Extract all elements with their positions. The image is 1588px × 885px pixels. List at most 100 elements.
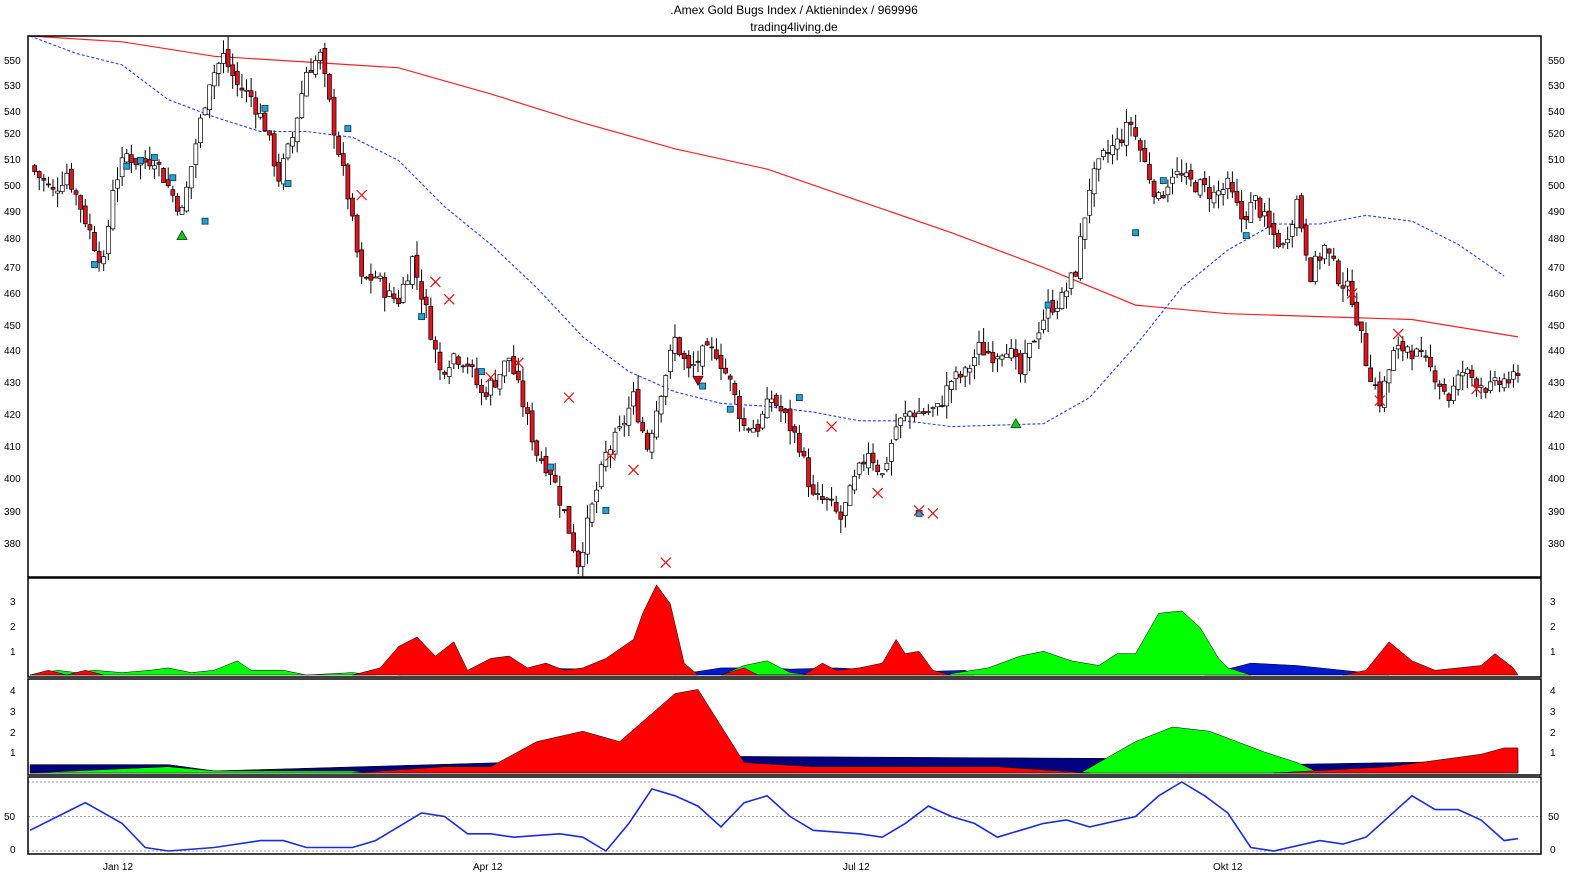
signal-cross — [1471, 383, 1482, 395]
candle-up — [750, 427, 756, 433]
candle-down — [170, 189, 176, 196]
candle-down — [276, 161, 282, 182]
candle-down — [870, 452, 876, 464]
signal-cross — [1374, 395, 1386, 406]
candle-up — [1064, 290, 1069, 298]
candle-down — [1276, 233, 1281, 248]
date-label: Apr 12 — [473, 862, 503, 873]
candle-down — [787, 408, 793, 431]
candle-down — [773, 395, 779, 406]
tick-label: 550 — [1548, 56, 1565, 67]
candle-down — [345, 164, 351, 200]
candle-up — [105, 226, 111, 255]
candle-up — [124, 153, 130, 163]
candle-up — [59, 184, 65, 192]
candle-down — [423, 296, 429, 306]
buy-signal-triangle — [176, 229, 188, 241]
candle-up — [1101, 150, 1106, 157]
candle-down — [912, 412, 917, 418]
candle-down — [419, 281, 424, 300]
tick-label: 420 — [4, 410, 21, 421]
candle-up — [1391, 350, 1396, 371]
candle-down — [253, 97, 259, 115]
signal-cross — [443, 293, 455, 305]
date-axis: Jan 12 Apr 12 Jul 12 Okt 12 — [103, 862, 1243, 873]
signal-square — [201, 217, 209, 225]
candle-down — [78, 195, 84, 210]
candle-up — [852, 476, 857, 491]
candle-down — [833, 501, 839, 512]
candle-down — [737, 395, 742, 420]
candle-down — [262, 112, 268, 132]
candle-up — [1041, 319, 1046, 330]
candle-down — [958, 373, 963, 378]
candle-up — [1211, 191, 1217, 204]
candle-up — [64, 173, 70, 186]
candle-up — [1124, 122, 1129, 146]
candle-up — [1395, 345, 1401, 350]
candle-up — [188, 166, 194, 189]
candle-down — [1372, 384, 1378, 387]
candle-down — [1446, 393, 1452, 401]
signal-cross — [1392, 328, 1404, 340]
candle-up — [1165, 186, 1171, 196]
candle-up — [1294, 198, 1300, 229]
candle-down — [829, 498, 834, 501]
candle-down — [1441, 384, 1447, 392]
candle-down — [792, 426, 798, 433]
signal-square — [169, 174, 177, 182]
candle-up — [995, 356, 1000, 360]
candle-up — [313, 60, 318, 75]
candle-down — [50, 186, 56, 190]
candle-down — [308, 70, 314, 73]
candle-up — [884, 462, 890, 471]
signal-cross — [605, 450, 616, 461]
candle-down — [363, 276, 369, 279]
candle-up — [893, 426, 899, 440]
panel-frame — [27, 577, 1542, 678]
candle-down — [1354, 301, 1360, 326]
candle-up — [972, 357, 977, 367]
candle-down — [1308, 257, 1314, 283]
candle-down — [861, 461, 867, 465]
candle-down — [414, 254, 420, 278]
candle-up — [999, 355, 1005, 360]
candle-down — [539, 458, 544, 461]
candle-up — [405, 280, 411, 285]
candle-up — [1455, 374, 1461, 390]
signal-cross — [913, 505, 925, 516]
candle-down — [704, 341, 710, 346]
candle-up — [1110, 145, 1115, 156]
candle-down — [1331, 255, 1337, 259]
candle-down — [566, 505, 572, 534]
tick-label: 390 — [1548, 507, 1565, 518]
candle-down — [1299, 195, 1304, 229]
candle-up — [1382, 380, 1387, 408]
candle-down — [331, 96, 337, 136]
candle-up — [290, 137, 295, 147]
candle-down — [230, 64, 236, 76]
candle-down — [239, 87, 245, 91]
candle-up — [1289, 224, 1295, 237]
indicator-areas — [29, 584, 1519, 774]
candle-down — [336, 135, 342, 155]
signal-square — [795, 394, 803, 402]
tick-label: 540 — [4, 107, 21, 118]
tick-label: 530 — [1548, 81, 1565, 92]
candle-down — [1363, 333, 1369, 366]
signal-square — [137, 157, 144, 164]
candle-down — [1119, 139, 1125, 143]
candle-down — [1266, 210, 1272, 228]
ma-long-line — [29, 35, 1519, 338]
candle-up — [1464, 368, 1470, 374]
date-label: Jan 12 — [103, 862, 133, 873]
tick-label: 2 — [10, 728, 16, 739]
candle-up — [589, 503, 595, 523]
tick-label: 1 — [10, 647, 16, 658]
candle-up — [879, 473, 885, 476]
indicator-2-axis: 1 2 3 4 1 2 3 4 — [10, 686, 1556, 759]
panel-frame — [27, 35, 1542, 578]
indicator-2-green-area — [1080, 726, 1321, 774]
candle-up — [317, 51, 323, 61]
candle-down — [1147, 164, 1152, 181]
